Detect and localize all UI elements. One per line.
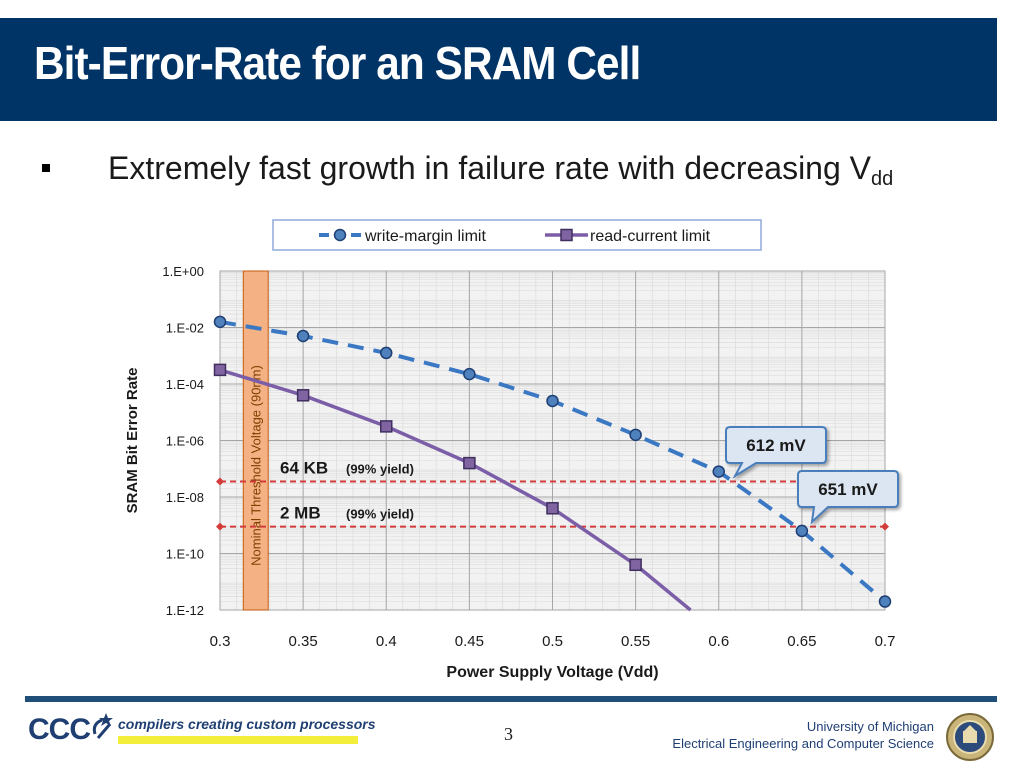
legend-marker-write — [335, 230, 346, 241]
read-current-point — [630, 559, 641, 570]
yield-line-label: 64 KB — [280, 458, 328, 477]
write-margin-point — [381, 347, 392, 358]
y-tick-label: 1.E-12 — [166, 603, 204, 618]
write-margin-point — [464, 369, 475, 380]
write-margin-point — [796, 525, 807, 536]
x-tick-label: 0.6 — [708, 633, 729, 650]
write-margin-point — [547, 395, 558, 406]
callout-label: 651 mV — [818, 480, 878, 499]
legend-marker-read — [561, 230, 572, 241]
read-current-point — [298, 390, 309, 401]
ccc-logo: CCC — [28, 713, 90, 747]
read-current-point — [464, 458, 475, 469]
read-current-point — [547, 503, 558, 514]
x-tick-label: 0.5 — [542, 633, 563, 650]
x-tick-label: 0.3 — [210, 633, 231, 650]
yield-line-label: 2 MB — [280, 504, 321, 523]
footer-university: University of Michigan — [807, 719, 934, 734]
y-tick-label: 1.E+00 — [162, 264, 204, 279]
write-margin-point — [880, 596, 891, 607]
x-tick-label: 0.7 — [875, 633, 896, 650]
yield-line-sublabel: (99% yield) — [346, 461, 414, 476]
x-tick-label: 0.45 — [455, 633, 484, 650]
write-margin-point — [630, 429, 641, 440]
y-tick-label: 1.E-10 — [166, 547, 204, 562]
y-axis-label: SRAM Bit Error Rate — [124, 368, 141, 514]
x-axis-label: Power Supply Voltage (Vdd) — [446, 664, 658, 681]
y-tick-label: 1.E-06 — [166, 434, 204, 449]
y-tick-label: 1.E-02 — [166, 321, 204, 336]
write-margin-point — [215, 316, 226, 327]
read-current-point — [381, 421, 392, 432]
threshold-band-label: Nominal Threshold Voltage (90nm) — [249, 365, 264, 566]
x-tick-label: 0.65 — [787, 633, 816, 650]
footer-tagline: compilers creating custom processors — [118, 716, 376, 732]
university-seal-icon — [946, 713, 994, 761]
x-tick-label: 0.55 — [621, 633, 650, 650]
footer-rule — [25, 696, 997, 702]
legend-label-read: read-current limit — [590, 228, 711, 245]
x-tick-label: 0.4 — [376, 633, 397, 650]
page-number: 3 — [504, 724, 513, 745]
read-current-point — [215, 364, 226, 375]
ber-chart: Nominal Threshold Voltage (90nm) 64 KB (9… — [0, 0, 1024, 700]
yield-line-sublabel: (99% yield) — [346, 507, 414, 522]
write-margin-point — [713, 466, 724, 477]
x-tick-label: 0.35 — [289, 633, 318, 650]
y-tick-label: 1.E-04 — [166, 377, 204, 392]
write-margin-point — [298, 330, 309, 341]
hammer-sickle-icon — [90, 712, 114, 742]
tagline-highlight — [118, 736, 358, 744]
y-tick-label: 1.E-08 — [166, 490, 204, 505]
legend-label-write: write-margin limit — [364, 228, 486, 245]
callout-label: 612 mV — [746, 436, 806, 455]
footer-department: Electrical Engineering and Computer Scie… — [672, 736, 934, 751]
